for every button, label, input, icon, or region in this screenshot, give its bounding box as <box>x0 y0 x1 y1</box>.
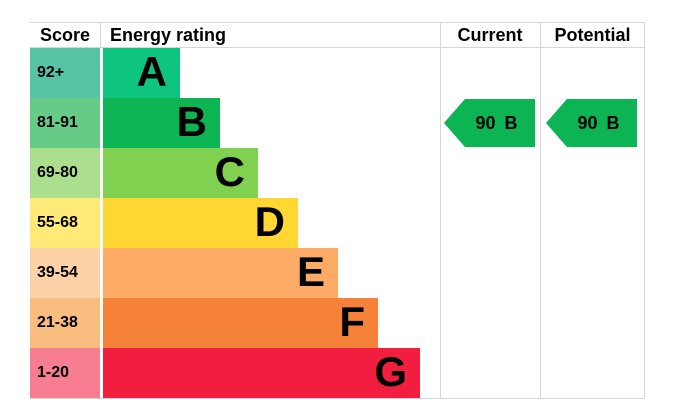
rating-band-bar: C <box>103 148 258 198</box>
score-range-cell: 39-54 <box>30 248 100 298</box>
rating-band-bar: A <box>103 48 180 98</box>
rating-band-letter: D <box>254 198 285 245</box>
score-range-cell: 55-68 <box>30 198 100 248</box>
current-rating-value: 90 B <box>475 113 517 134</box>
current-rating-arrow: 90 B <box>444 99 535 147</box>
header-bottom-border <box>30 47 645 48</box>
potential-rating-arrow: 90 B <box>546 99 637 147</box>
rating-band-letter: C <box>214 148 245 195</box>
rating-band-bar: D <box>103 198 298 248</box>
score-range-cell: 81-91 <box>30 98 100 148</box>
score-range-label: 55-68 <box>37 214 78 231</box>
score-column-header: Score <box>39 25 91 45</box>
score-range-label: 21-38 <box>37 314 78 331</box>
score-range-cell: 69-80 <box>30 148 100 198</box>
potential-column-header: Potential <box>554 25 631 45</box>
score-range-label: 92+ <box>37 64 65 81</box>
score-range-cell: 1-20 <box>30 348 100 398</box>
rating-band-letter: A <box>136 48 167 95</box>
rating-band-letter: E <box>296 248 325 295</box>
energy-rating-column-header: Energy rating <box>110 25 227 45</box>
potential-rating-value: 90 B <box>577 113 619 134</box>
potential-score: 90 <box>577 112 598 133</box>
potential-rating-letter: B <box>606 112 620 133</box>
rating-band-letter: G <box>374 348 407 395</box>
score-range-label: 39-54 <box>37 264 78 281</box>
current-score: 90 <box>475 112 496 133</box>
rating-band-bar: F <box>103 298 378 348</box>
score-range-cell: 92+ <box>30 48 100 98</box>
score-range-label: 69-80 <box>37 164 78 181</box>
rating-band-bar: B <box>103 98 220 148</box>
score-range-cell: 21-38 <box>30 298 100 348</box>
score-range-label: 1-20 <box>37 364 70 381</box>
rating-band-bar: E <box>103 248 338 298</box>
score-column-divider <box>100 22 101 48</box>
rating-band-letter: B <box>176 98 207 145</box>
table-bottom-border <box>30 398 645 399</box>
current-column-header: Current <box>457 25 523 45</box>
potential-column-divider <box>540 22 541 399</box>
rating-band-bar: G <box>103 348 420 398</box>
score-range-label: 81-91 <box>37 114 78 131</box>
table-top-border <box>30 22 645 23</box>
current-rating-letter: B <box>504 112 518 133</box>
table-right-border <box>644 22 645 399</box>
current-column-divider <box>440 22 441 399</box>
rating-band-letter: F <box>339 298 365 345</box>
